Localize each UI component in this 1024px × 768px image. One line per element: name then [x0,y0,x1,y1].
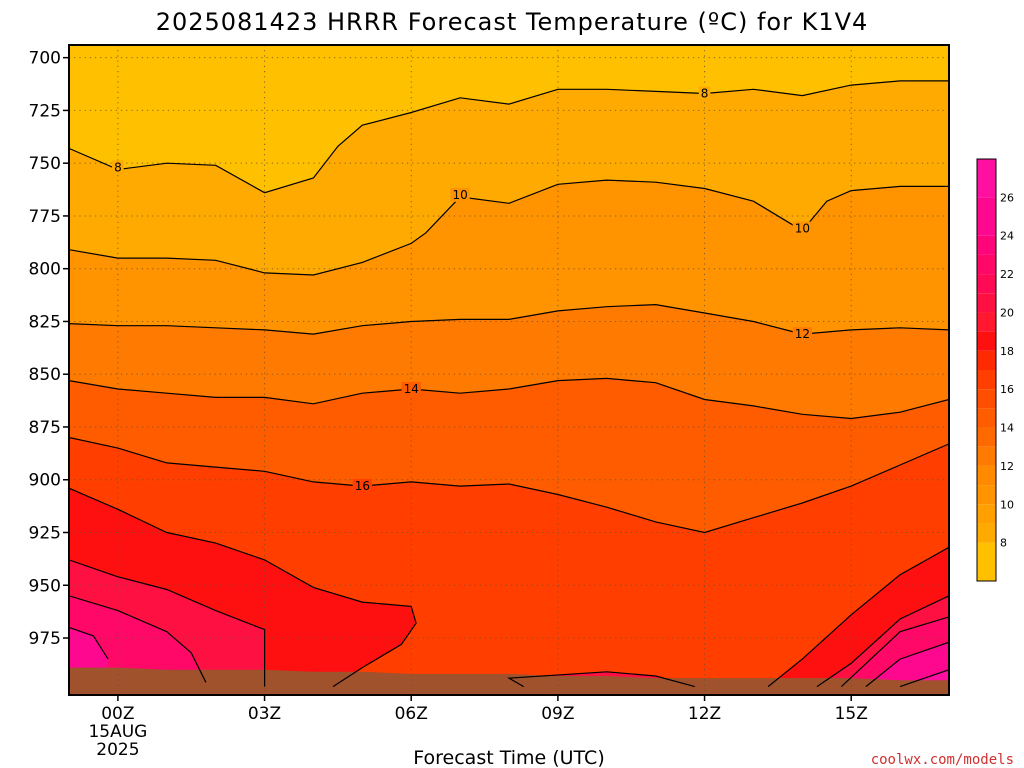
colorbar-swatch-24 [977,197,996,236]
contour-label-14-0: 14 [404,382,419,396]
y-tick-label-950: 950 [29,576,61,596]
colorbar-label-26: 26 [1000,191,1014,204]
colorbar-frame [976,158,997,582]
contour-16-4 [69,436,949,534]
contour-20-9 [816,595,949,688]
ground-surface [69,667,949,695]
colorbar-swatch-18 [977,331,996,351]
y-tick-label-800: 800 [29,260,61,280]
plot-frame [68,44,950,696]
contour-22-10 [69,595,207,683]
x-tick-label-06Z: 06Z [395,704,428,724]
contour-label-bg [112,160,124,175]
colorbar-swatch-20 [977,293,996,313]
contour-label-10-0: 10 [452,188,467,202]
contour-26-14 [899,669,949,688]
contour-18-6 [767,546,949,688]
colorbar-label-14: 14 [1000,422,1014,435]
colorbar-swatch-26 [977,159,996,198]
contour-22-11 [840,616,949,688]
y-axis-ticks: 700 725 750 775 800 825 850 875 900 925 950 975 [29,49,69,649]
colorbar-swatch-9 [977,504,996,524]
contour-18-5 [69,487,417,688]
y-tick-label-975: 975 [29,629,61,649]
contour-10-1 [69,179,949,276]
colorbar-swatch-23 [977,235,996,255]
x-tick-label-03Z: 03Z [248,704,281,724]
colorbar-label-8: 8 [1000,537,1007,550]
contour-label-bg [401,381,421,396]
y-tick-label-925: 925 [29,524,61,544]
contour-label-bg [352,479,372,494]
y-tick-label-750: 750 [29,154,61,174]
x-tick-year-label: 2025 [96,740,139,760]
contour-24-13 [865,641,949,688]
x-tick-label-09Z: 09Z [541,704,574,724]
x-tick-label-00Z: 00Z [101,704,134,724]
contour-label-8-1: 8 [701,87,709,101]
temperature-fill [69,45,949,695]
contour-label-16-0: 16 [355,479,370,493]
colorbar-swatch-22 [977,254,996,275]
y-tick-label-825: 825 [29,312,61,332]
contour-label-12-0: 12 [795,327,810,341]
colorbar-label-24: 24 [1000,230,1014,243]
contour-24-12 [69,626,109,660]
colorbar-swatch-10 [977,485,996,505]
credit-text: coolwx.com/models [871,752,1014,768]
y-tick-label-700: 700 [29,49,61,69]
chart-title: 2025081423 HRRR Forecast Temperature (ºC… [156,8,869,36]
colorbar-swatch-12 [977,446,996,466]
y-tick-label-850: 850 [29,365,61,385]
y-tick-label-725: 725 [29,101,61,121]
ground-fill [69,667,949,695]
y-tick-label-875: 875 [29,418,61,438]
colorbar-swatch-14 [977,408,996,428]
colorbar-swatch-15 [977,389,996,409]
contour-label-bg [792,327,812,342]
colorbar-swatch-16 [977,370,996,390]
contour-label-8-0: 8 [114,160,122,174]
y-tick-label-900: 900 [29,471,61,491]
colorbar-label-22: 22 [1000,268,1014,281]
contour-14-3 [69,377,949,420]
colorbar-swatch-6 [977,542,996,581]
colorbar: 8 10 12 14 16 18 20 22 24 26 [976,158,1014,582]
colorbar-swatch-8 [977,523,996,543]
colorbar-swatch-21 [977,274,996,294]
colorbar-swatch-13 [977,427,996,447]
colorbar-label-18: 18 [1000,345,1014,358]
contour-label-bg [792,221,812,236]
x-axis-label: Forecast Time (UTC) [413,747,604,768]
colorbar-swatch-17 [977,350,996,370]
contour-label-bg [450,187,470,202]
colorbar-label-20: 20 [1000,306,1014,319]
colorbar-label-16: 16 [1000,383,1014,396]
contour-20-7 [69,559,266,687]
colorbar-label-10: 10 [1000,498,1014,511]
contour-label-bg [698,86,711,101]
contour-label-10-1: 10 [795,222,810,236]
colorbar-swatch-19 [977,312,996,332]
x-tick-label-15Z: 15Z [835,704,868,724]
contour-8-0 [69,80,949,194]
x-tick-date-label: 15AUG [88,722,147,742]
grid-lines [69,45,949,695]
colorbar-label-12: 12 [1000,460,1014,473]
x-tick-label-12Z: 12Z [688,704,721,724]
colorbar-swatch-11 [977,465,996,486]
contour-20-8 [506,671,695,688]
y-tick-label-775: 775 [29,207,61,227]
contour-labels: 8 8 10 10 12 14 16 [112,86,812,494]
